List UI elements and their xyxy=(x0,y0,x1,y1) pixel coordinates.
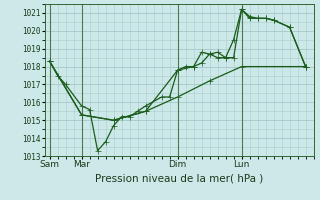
X-axis label: Pression niveau de la mer( hPa ): Pression niveau de la mer( hPa ) xyxy=(95,173,263,183)
